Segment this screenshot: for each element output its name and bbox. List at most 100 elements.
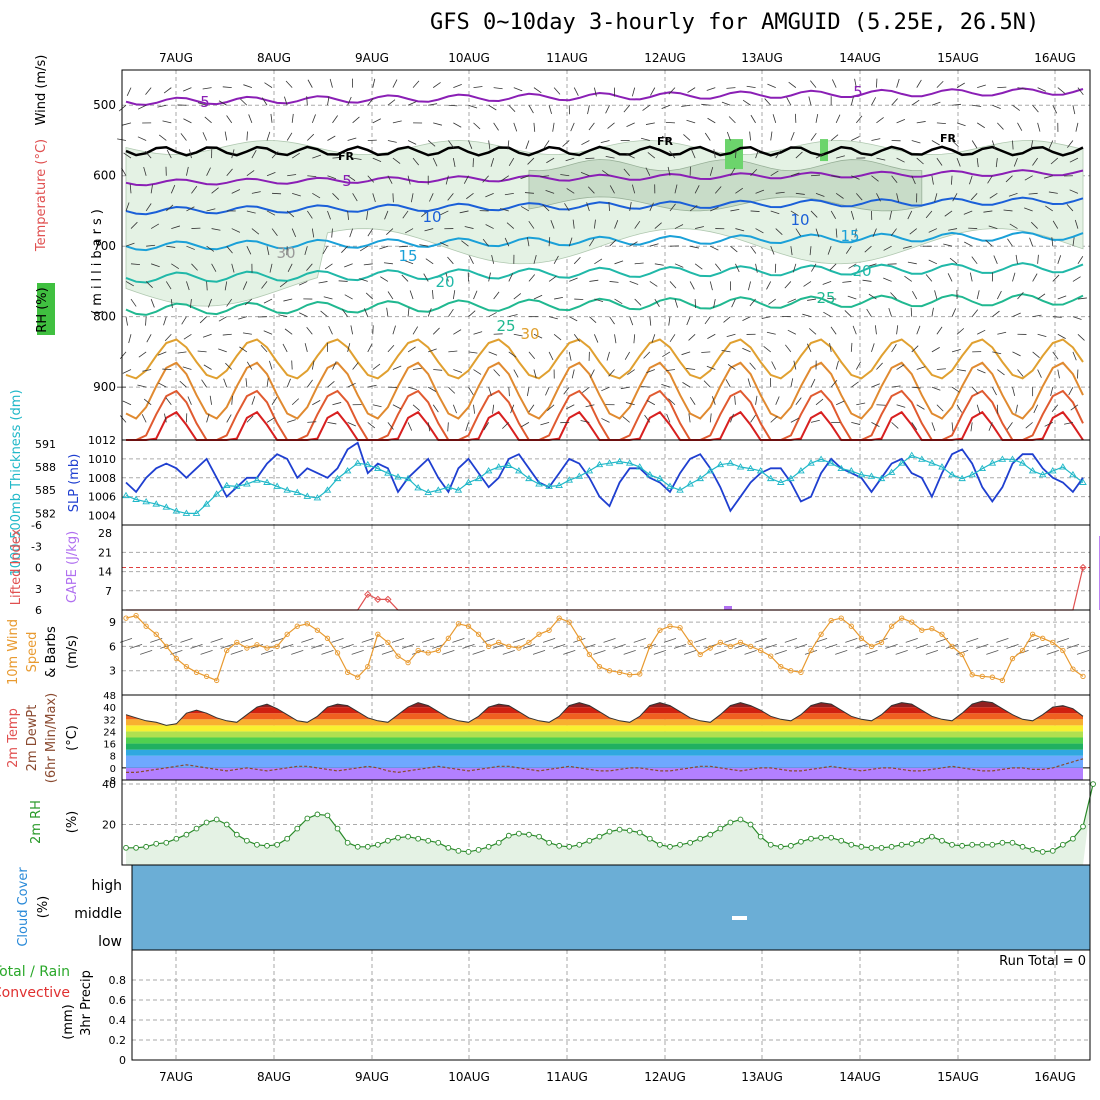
wind-barb (1013, 157, 1018, 167)
wind-barb (983, 210, 993, 213)
surface-wind-barb (653, 650, 667, 655)
wind-barb (970, 422, 973, 432)
wind-barb (614, 220, 619, 229)
wind-barb (608, 201, 610, 211)
wind-barb (428, 386, 437, 392)
wind-barb (266, 246, 270, 256)
wind-barb (661, 135, 671, 141)
wind-barb (977, 84, 986, 89)
wind-barb (956, 328, 965, 335)
wind-barb (1017, 87, 1027, 90)
wind-barb (231, 149, 235, 159)
wind-barb (412, 326, 419, 335)
wind-barb (1057, 369, 1060, 379)
wind-barb (1051, 404, 1059, 413)
wind-barb (392, 120, 402, 124)
wind-barb (847, 295, 857, 300)
wind-barb (747, 378, 751, 388)
wind-barb (916, 79, 922, 88)
wind-barb (143, 166, 147, 176)
wind-barb (327, 175, 337, 180)
rh-marker (898, 841, 905, 848)
wind-barb (711, 396, 716, 405)
wind-barb (285, 80, 293, 88)
wind-barb (311, 114, 316, 124)
slp-tick: 1006 (88, 491, 116, 504)
wind-barb (631, 184, 636, 194)
surface-wind-barb (1046, 650, 1059, 655)
wind-speed-marker (778, 664, 784, 670)
wind-barb (306, 263, 313, 271)
wind-barb (911, 386, 921, 389)
wind-speed-marker (828, 617, 834, 624)
precip-tick: 0.6 (109, 994, 127, 1007)
wind-barb (810, 174, 821, 177)
wind-barb (492, 404, 495, 414)
wind-barb (206, 413, 210, 423)
wind-barb (830, 210, 837, 219)
wind-barb (331, 228, 333, 238)
wind-barb (1012, 272, 1016, 282)
rh-marker (1009, 839, 1016, 846)
axis-label-precip-units: (mm) (61, 1004, 76, 1039)
wind-barb (808, 328, 817, 335)
thickness-marker (202, 500, 211, 507)
wind-barb (191, 185, 198, 194)
wind-barb (207, 298, 212, 308)
thickness-marker (897, 459, 906, 466)
wind-barb (1012, 387, 1016, 396)
rh-marker (536, 833, 542, 840)
wind-barb (1057, 255, 1062, 264)
wind-speed-marker (929, 625, 935, 632)
wind-barb (749, 362, 756, 370)
wind-speed-marker (1029, 631, 1036, 637)
wind-barb (629, 202, 632, 212)
wind-barb (735, 263, 740, 273)
wind-barb (525, 140, 530, 150)
wind-barb (601, 386, 610, 392)
wind-barb (508, 387, 510, 397)
wind-barb (669, 281, 677, 289)
wind-barb (248, 114, 253, 124)
surface-wind-barb (190, 644, 203, 649)
wind-barb (1050, 387, 1054, 396)
wind-speed-marker (224, 647, 230, 654)
thickness-marker (454, 486, 463, 493)
wind-barb (668, 398, 676, 406)
wind-barb (473, 331, 483, 335)
thickness-marker (1048, 467, 1057, 474)
wind-speed-marker (727, 643, 734, 650)
slp-tick: 1012 (88, 434, 116, 447)
wind-barb (500, 208, 509, 212)
wind-barb (239, 346, 248, 353)
thickness-marker (625, 459, 634, 466)
surface-wind-barb (210, 638, 223, 643)
wind-barb (964, 241, 973, 247)
wind-barb (614, 334, 617, 344)
surface-wind-barb (714, 650, 727, 655)
wind-barb (649, 316, 652, 326)
rh-marker (133, 844, 139, 851)
wind-barb (322, 245, 328, 255)
wind-barb (1044, 175, 1053, 179)
wind-speed-marker (808, 647, 814, 654)
wind-speed-marker (999, 677, 1006, 684)
wind-barb (222, 86, 232, 89)
axis-label-convective: Convective (0, 985, 70, 1001)
rh-marker (193, 825, 200, 832)
wind-barb (197, 102, 207, 106)
wind-barb (245, 378, 248, 388)
surface-wind-barb (200, 650, 213, 655)
wind-barb (916, 157, 924, 165)
rh-marker (274, 841, 280, 848)
rh-marker (777, 843, 784, 850)
rh-marker (667, 843, 673, 850)
thickness-marker (676, 486, 684, 493)
wind-barb (830, 326, 837, 335)
rh-marker (828, 834, 835, 841)
axis-label-temp-units: (°C) (65, 725, 80, 751)
wind-barb (372, 118, 381, 124)
wind-barb (694, 185, 700, 194)
wind-barb (421, 210, 429, 218)
wind-barb (1052, 316, 1062, 318)
